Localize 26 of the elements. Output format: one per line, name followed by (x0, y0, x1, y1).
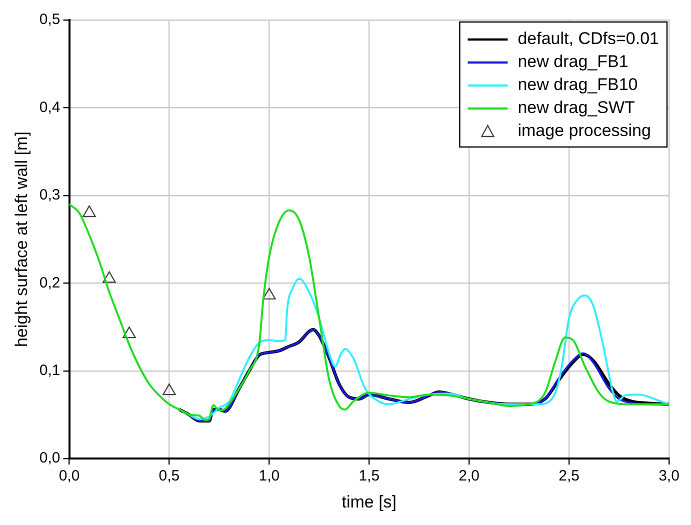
point (262, 288, 276, 300)
legend-label: image processing (518, 121, 651, 140)
legend-label: new drag_SWT (518, 98, 635, 118)
x-tick-label: 0,0 (58, 468, 80, 485)
legend-label: default, CDfs=0.01 (518, 29, 659, 48)
y-tick-label: 0,0 (39, 450, 60, 467)
x-tick-label: 2,0 (458, 468, 480, 485)
point (82, 205, 96, 218)
y-tick-label: 0,5 (39, 11, 60, 28)
x-axis-title: time [s] (342, 492, 397, 512)
x-tick-label: 3,0 (658, 468, 680, 485)
y-tick-label: 0,4 (39, 98, 60, 116)
point (162, 383, 176, 396)
line-series (69, 203, 669, 422)
point (122, 326, 136, 338)
y-tick-label: 0,2 (39, 274, 60, 292)
y-tick-label: 0,3 (39, 186, 60, 204)
legend-label: new drag_FB1 (518, 52, 628, 72)
point (102, 271, 116, 283)
x-tick-label: 1,0 (258, 468, 280, 485)
legend-label: new drag_FB10 (518, 75, 638, 94)
y-axis-title: height surface at left wall [m] (12, 132, 31, 348)
x-tick-label: 0,5 (158, 468, 180, 485)
x-tick-label: 1,5 (358, 468, 380, 485)
y-tick-label: 0,1 (39, 362, 60, 380)
x-tick-label: 2,5 (558, 468, 580, 485)
